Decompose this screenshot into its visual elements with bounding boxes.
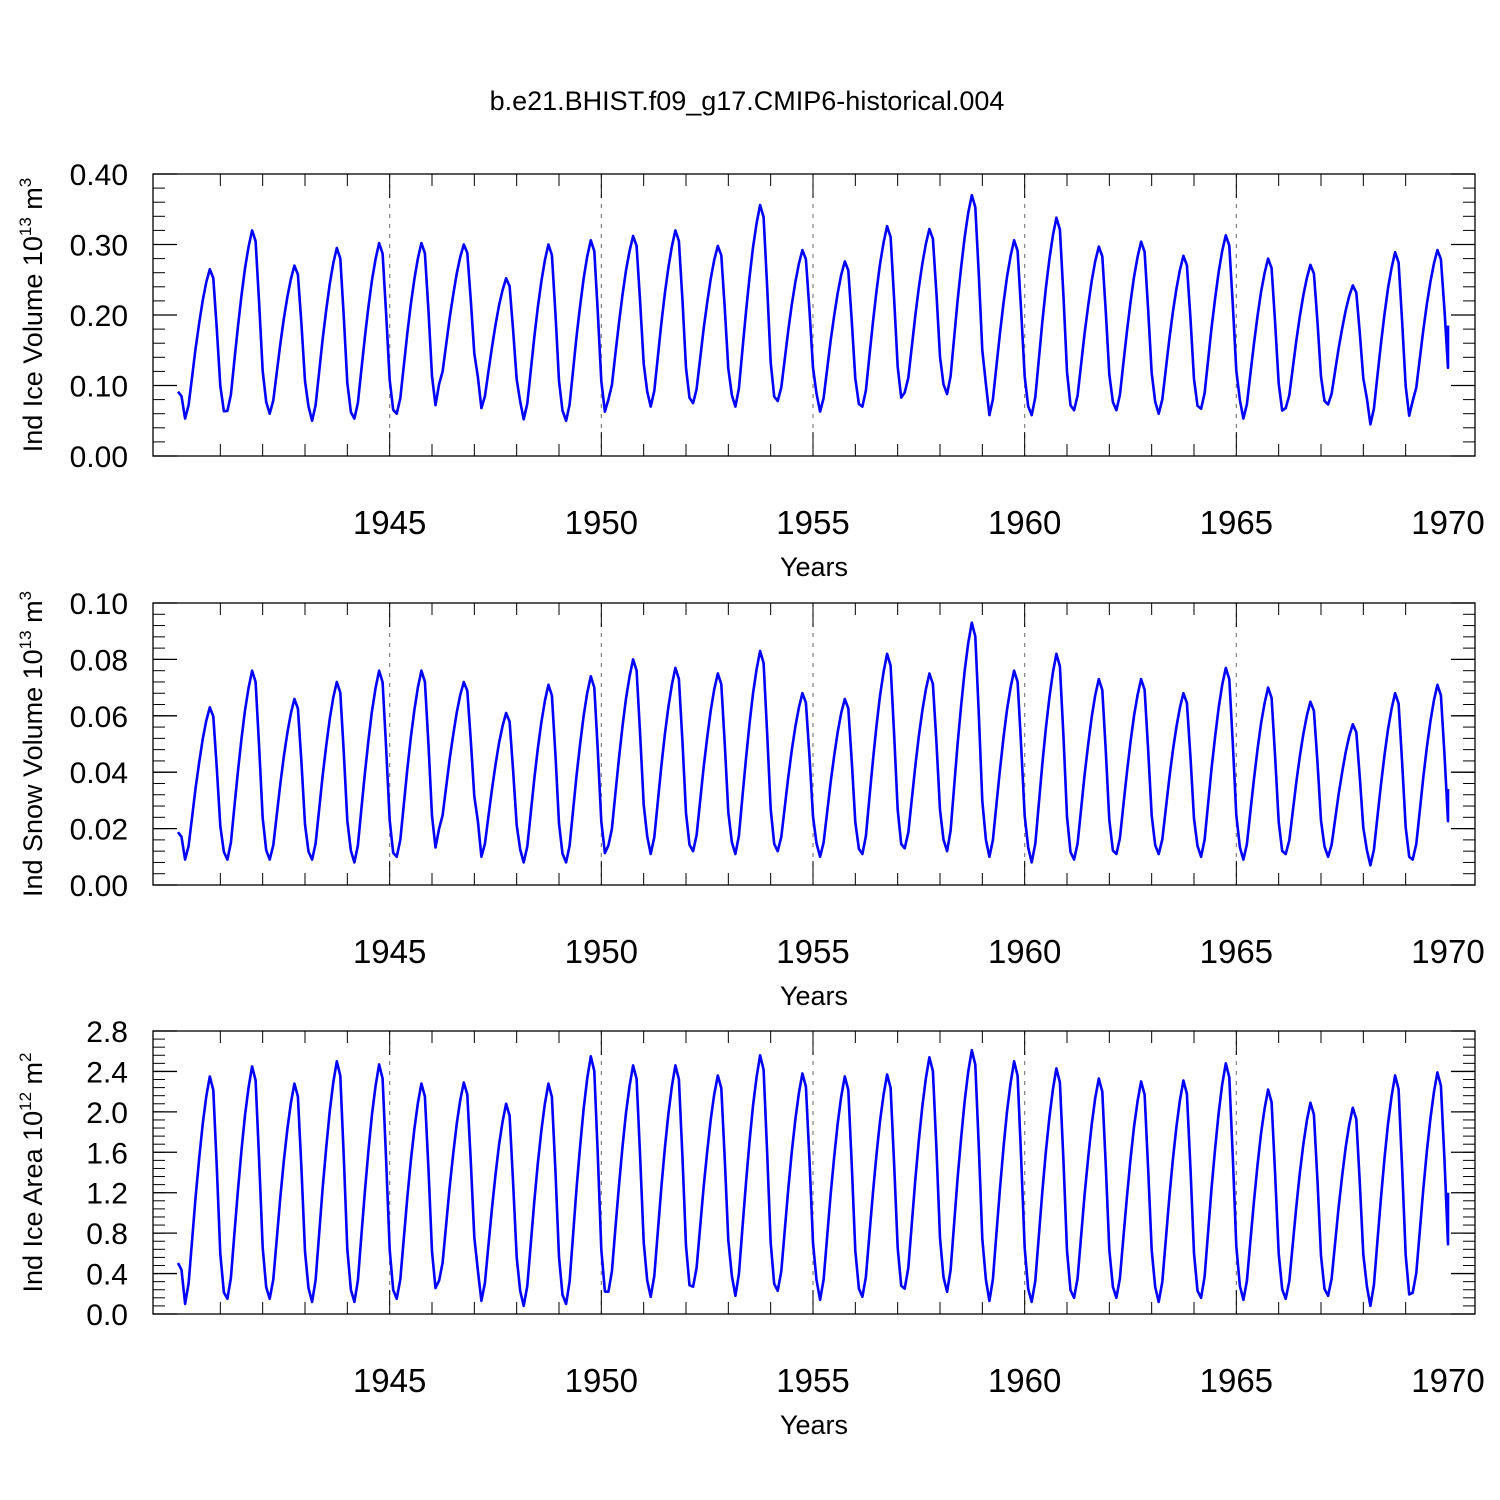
y-tick-label: 2.4: [86, 1056, 128, 1089]
plot-frame: [152, 1030, 1476, 1315]
y-axis-label: Ind Ice Area 1012 m2: [16, 1052, 48, 1292]
y-tick-label: 0.10: [70, 371, 128, 404]
plot-frame: [152, 173, 1476, 457]
y-tick-label: 0.04: [70, 757, 128, 790]
series-line: [176, 1048, 1450, 1308]
x-tick-label: 1965: [1200, 1362, 1273, 1399]
y-tick-label: 0.0: [86, 1299, 128, 1332]
y-tick-label: 0.10: [70, 588, 128, 621]
chart-panel-1: 0.00 0.10 0.20 0.30 0.40 1945 1950 1955 1960 1965…: [16, 159, 1485, 582]
y-tick-label: 0.02: [70, 814, 128, 847]
chart-panel-3: 0.0 0.4 0.8 1.2 1.6 2.0 2.4 2.8 1945 1950 1955 1960…: [16, 1016, 1485, 1440]
y-tick-label: 0.00: [70, 441, 128, 474]
y-axis-label-part: Ind Ice Volume 10: [18, 236, 48, 452]
figure-title: b.e21.BHIST.f09_g17.CMIP6-historical.004: [490, 86, 1005, 116]
x-tick-label: 1965: [1200, 933, 1273, 970]
y-axis-label-part: m: [18, 600, 48, 630]
plot-frame: [152, 602, 1476, 886]
x-tick-label: 1970: [1411, 504, 1484, 541]
x-tick-label: 1960: [988, 504, 1061, 541]
y-axis-label-part: 12: [16, 1092, 35, 1111]
y-tick-label: 1.6: [86, 1137, 128, 1170]
x-tick-label: 1955: [776, 1362, 849, 1399]
x-tick-label: 1945: [353, 933, 426, 970]
y-tick-label: 1.2: [86, 1178, 128, 1211]
y-axis-label-part: 3: [16, 591, 35, 600]
y-tick-label: 0.08: [70, 644, 128, 677]
y-axis-label-part: 3: [16, 178, 35, 187]
y-tick-label: 0.4: [86, 1259, 128, 1292]
y-axis-label-part: Ind Ice Area 10: [18, 1111, 48, 1293]
y-tick-label: 2.0: [86, 1097, 128, 1130]
x-axis-label: Years: [780, 981, 848, 1011]
x-tick-label: 1950: [565, 933, 638, 970]
x-tick-label: 1955: [776, 933, 849, 970]
y-axis-label-part: m: [18, 1062, 48, 1092]
x-tick-label: 1945: [353, 1362, 426, 1399]
y-tick-label: 0.00: [70, 870, 128, 903]
series-line: [176, 193, 1450, 426]
y-tick-label: 0.20: [70, 300, 128, 333]
y-tick-label: 0.06: [70, 701, 128, 734]
x-tick-label: 1960: [988, 933, 1061, 970]
x-tick-label: 1950: [565, 504, 638, 541]
x-tick-label: 1945: [353, 504, 426, 541]
x-axis-label: Years: [780, 1410, 848, 1440]
series-line: [176, 621, 1450, 867]
y-axis-label: Ind Snow Volume 1013 m3: [16, 591, 48, 897]
x-tick-label: 1965: [1200, 504, 1273, 541]
x-axis-label: Years: [780, 552, 848, 582]
x-tick-label: 1960: [988, 1362, 1061, 1399]
y-axis-label-part: 13: [16, 217, 35, 236]
x-tick-label: 1955: [776, 504, 849, 541]
y-axis-label-part: m: [18, 187, 48, 217]
y-tick-label: 0.30: [70, 230, 128, 263]
y-tick-label: 2.8: [86, 1016, 128, 1049]
x-tick-label: 1970: [1411, 933, 1484, 970]
y-tick-label: 0.40: [70, 159, 128, 192]
chart-panel-2: 0.00 0.02 0.04 0.06 0.08 0.10 1945 1950 1955 1960…: [16, 588, 1485, 1011]
y-axis-label: Ind Ice Volume 1013 m3: [16, 178, 48, 453]
y-axis-label-part: 2: [16, 1052, 35, 1061]
y-tick-label: 0.8: [86, 1218, 128, 1251]
x-tick-label: 1950: [565, 1362, 638, 1399]
x-tick-label: 1970: [1411, 1362, 1484, 1399]
y-axis-label-part: 13: [16, 630, 35, 649]
y-axis-label-part: Ind Snow Volume 10: [18, 649, 48, 897]
